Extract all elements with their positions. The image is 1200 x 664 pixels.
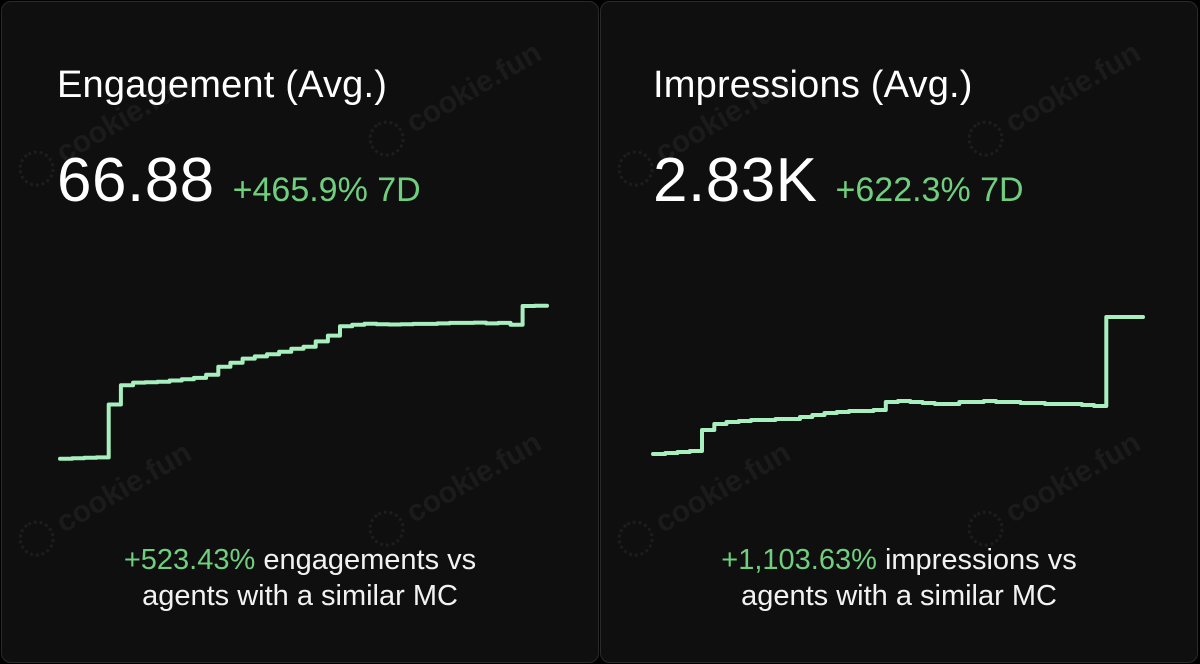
- metric-value: 2.83K: [653, 146, 818, 215]
- cookie-logo-icon: [12, 144, 62, 194]
- engagement-card: cookie.fun cookie.fun cookie.fun cookie.…: [1, 1, 599, 663]
- card-title: Impressions (Avg.): [653, 64, 973, 106]
- metric-row: 66.88 +465.9% 7D: [57, 145, 421, 216]
- watermark: cookie.fun: [961, 35, 1147, 164]
- watermark: cookie.fun: [362, 35, 548, 164]
- series-line-0: [58, 303, 549, 461]
- comparison-text: +523.43% engagements vs agents with a si…: [2, 542, 598, 614]
- comparison-percent: +1,103.63%: [721, 544, 877, 576]
- series-line-0: [651, 315, 1145, 456]
- metric-row: 2.83K +622.3% 7D: [653, 145, 1024, 216]
- impressions-line-chart: [651, 315, 1145, 456]
- metric-value: 66.88: [57, 146, 215, 215]
- comparison-text: +1,103.63% impressions vs agents with a …: [601, 542, 1197, 614]
- card-title: Engagement (Avg.): [57, 64, 388, 106]
- engagement-line-chart: [58, 303, 549, 461]
- impressions-card: cookie.fun cookie.fun cookie.fun cookie.…: [600, 1, 1198, 663]
- comparison-line-1: engagements vs: [255, 544, 477, 576]
- metric-change: +622.3% 7D: [835, 171, 1024, 209]
- comparison-percent: +523.43%: [123, 544, 256, 576]
- comparison-line-2: agents with a similar MC: [741, 580, 1057, 612]
- comparison-line-1: impressions vs: [876, 544, 1077, 576]
- comparison-line-2: agents with a similar MC: [142, 580, 458, 612]
- metric-change: +465.9% 7D: [232, 171, 421, 209]
